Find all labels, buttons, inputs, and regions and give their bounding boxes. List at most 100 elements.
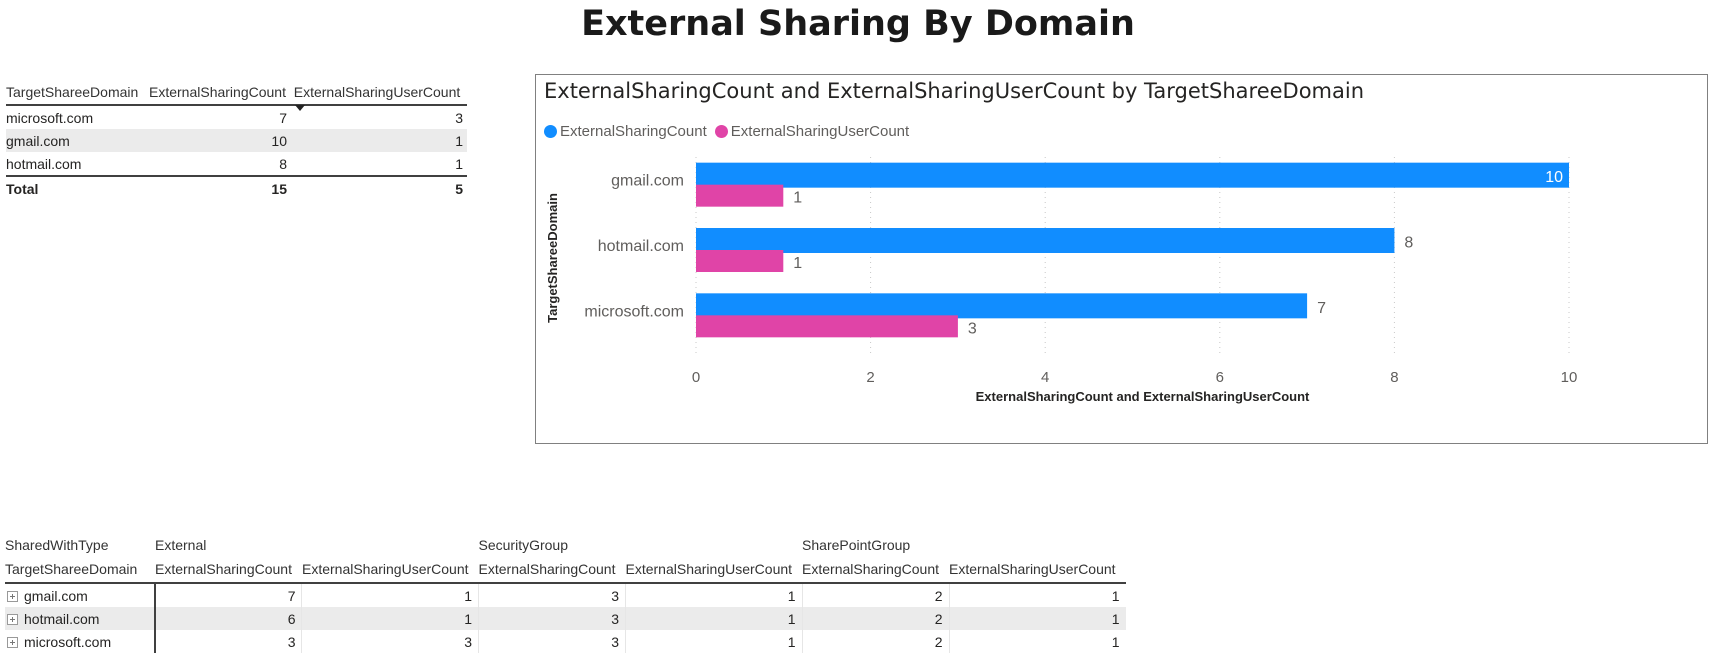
bar-sharing-count <box>696 228 1395 253</box>
group-header-sharepoint-group[interactable]: SharePointGroup <box>802 537 911 553</box>
table-row[interactable]: gmail.com 10 1 <box>6 129 467 152</box>
bar-chart-visual[interactable]: 0 2 4 6 8 10 gmail.com 10 1 hotmail.com 8 1 microsof… <box>535 74 1708 444</box>
data-label: 7 <box>1317 300 1326 317</box>
column-header-user-count-label: ExternalSharingUserCount <box>293 84 461 100</box>
row-header-domain[interactable]: TargetShareeDomain <box>5 558 155 584</box>
bar-chart: 0 2 4 6 8 10 gmail.com 10 1 hotmail.com 8 1 microsof… <box>545 157 1578 404</box>
column-header-user-count[interactable]: ExternalSharingUserCount <box>949 558 1126 584</box>
x-tick-label: 10 <box>1561 369 1578 386</box>
column-header-domain[interactable]: TargetShareeDomain <box>6 84 139 100</box>
expand-plus-icon[interactable] <box>7 591 18 602</box>
matrix-cell: 2 <box>802 630 950 653</box>
row-sharing-count: 8 <box>279 156 287 172</box>
column-header-sharing-count[interactable]: ExternalSharingCount <box>478 558 626 584</box>
x-tick-label: 0 <box>692 369 700 386</box>
x-tick-label: 2 <box>866 369 874 386</box>
row-user-count: 1 <box>291 129 467 152</box>
legend-dot-icon <box>714 125 728 138</box>
table-row[interactable]: microsoft.com 7 3 <box>6 105 467 129</box>
total-row: Total 15 5 <box>6 176 467 200</box>
matrix-row[interactable]: gmail.com 7 1 3 1 2 1 <box>5 583 1126 607</box>
y-category-label: hotmail.com <box>598 238 684 255</box>
matrix-row-domain: microsoft.com <box>24 634 112 650</box>
matrix-row-label: hotmail.com <box>5 607 156 630</box>
total-user-count: 5 <box>455 181 463 197</box>
group-header-security-group[interactable]: SecurityGroup <box>478 537 568 553</box>
y-category-label: gmail.com <box>611 173 684 190</box>
y-axis-title: TargetShareeDomain <box>545 193 560 323</box>
matrix-cell: 1 <box>949 607 1126 630</box>
legend-item-user-count[interactable]: ExternalSharingUserCount <box>714 123 910 140</box>
row-domain: gmail.com <box>6 129 148 152</box>
column-header-user-count[interactable]: ExternalSharingUserCount <box>291 84 467 111</box>
y-category-label: microsoft.com <box>584 303 684 320</box>
matrix-cell: 3 <box>478 630 626 653</box>
expand-plus-icon[interactable] <box>7 637 18 648</box>
row-user-count: 3 <box>455 110 463 126</box>
summary-table: TargetShareeDomain ExternalSharingCount … <box>6 84 467 200</box>
legend-dot-icon <box>544 125 557 138</box>
chart-legend: ExternalSharingCount ExternalSharingUser… <box>544 123 917 140</box>
matrix-cell: 1 <box>301 607 480 630</box>
matrix-row-domain: hotmail.com <box>24 611 100 627</box>
legend-label: ExternalSharingCount <box>560 123 707 140</box>
x-tick-label: 8 <box>1390 369 1398 386</box>
row-domain: microsoft.com <box>6 110 94 126</box>
data-label: 8 <box>1404 235 1413 252</box>
chart-title: ExternalSharingCount and ExternalSharing… <box>544 79 1365 103</box>
matrix-cell: 1 <box>301 583 480 607</box>
matrix-row-label: gmail.com <box>5 583 156 607</box>
column-header-user-count[interactable]: ExternalSharingUserCount <box>301 558 479 584</box>
matrix-cell: 3 <box>301 630 480 653</box>
row-sharing-count: 10 <box>148 129 291 152</box>
legend-label: ExternalSharingUserCount <box>730 123 910 140</box>
matrix-row[interactable]: hotmail.com 6 1 3 1 2 1 <box>5 607 1126 630</box>
x-axis-title: ExternalSharingCount and ExternalSharing… <box>976 389 1310 404</box>
column-header-sharing-count[interactable]: ExternalSharingCount <box>802 558 950 584</box>
data-label: 1 <box>793 255 802 272</box>
bar-sharing-count <box>696 293 1308 319</box>
data-label: 10 <box>1545 169 1563 186</box>
total-sharing-count: 15 <box>271 181 287 197</box>
bar-sharing-count <box>696 162 1569 188</box>
matrix-cell: 1 <box>625 583 803 607</box>
matrix-cell: 1 <box>625 607 803 630</box>
matrix-group-header-row: SharedWithType External SecurityGroup Sh… <box>5 534 1126 558</box>
matrix-column-header-row: TargetShareeDomain ExternalSharingCount … <box>5 558 1126 584</box>
matrix-row[interactable]: microsoft.com 3 3 3 1 2 1 <box>5 630 1126 653</box>
x-tick-label: 6 <box>1216 369 1224 386</box>
matrix-cell: 3 <box>478 607 626 630</box>
matrix-table: SharedWithType External SecurityGroup Sh… <box>5 534 1126 653</box>
matrix-cell: 1 <box>625 630 803 653</box>
bar-user-count <box>696 315 958 338</box>
table-row[interactable]: hotmail.com 8 1 <box>6 152 467 176</box>
data-label: 3 <box>968 320 977 337</box>
column-header-sharing-count[interactable]: ExternalSharingCount <box>155 558 302 584</box>
matrix-cell: 2 <box>802 583 950 607</box>
matrix-cell: 2 <box>802 607 950 630</box>
matrix-row-label: microsoft.com <box>5 630 156 653</box>
row-domain: hotmail.com <box>6 156 82 172</box>
expand-plus-icon[interactable] <box>7 614 18 625</box>
matrix-cell: 3 <box>155 630 303 653</box>
matrix-cell: 3 <box>478 583 626 607</box>
row-user-count: 1 <box>455 156 463 172</box>
shared-with-type-header[interactable]: SharedWithType <box>5 537 109 553</box>
matrix-cell: 6 <box>155 607 303 630</box>
bar-user-count <box>696 184 784 207</box>
x-tick-label: 4 <box>1041 369 1049 386</box>
legend-item-sharing-count[interactable]: ExternalSharingCount <box>544 123 707 140</box>
matrix-row-domain: gmail.com <box>24 588 88 604</box>
column-header-sharing-count[interactable]: ExternalSharingCount <box>149 84 286 100</box>
row-sharing-count: 7 <box>279 110 287 126</box>
bar-user-count <box>696 250 784 272</box>
sort-descending-icon <box>295 105 305 111</box>
total-label: Total <box>6 181 39 197</box>
page-title: External Sharing By Domain <box>581 4 1135 44</box>
data-label: 1 <box>793 190 802 207</box>
matrix-cell: 7 <box>155 583 303 607</box>
matrix-cell: 1 <box>1111 588 1120 604</box>
matrix-cell: 1 <box>1111 634 1120 650</box>
column-header-user-count[interactable]: ExternalSharingUserCount <box>625 558 803 584</box>
group-header-external[interactable]: External <box>155 537 207 553</box>
